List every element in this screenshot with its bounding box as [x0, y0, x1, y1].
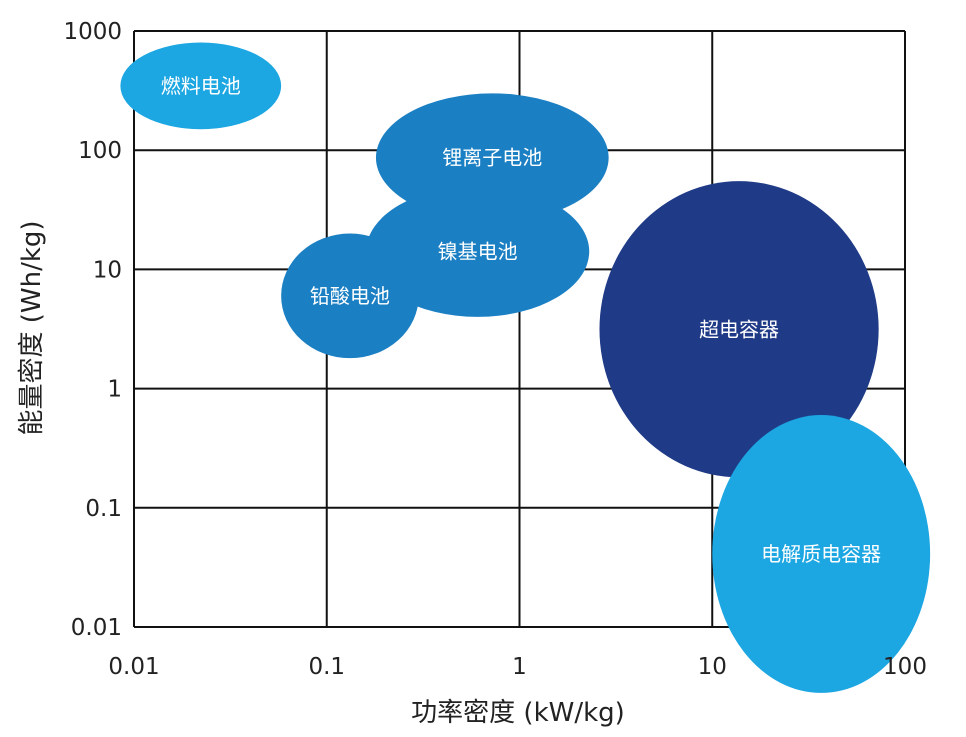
- region-label: 铅酸电池: [310, 284, 390, 308]
- y-tick-label: 100: [78, 138, 122, 164]
- x-tick-label: 1: [512, 654, 527, 680]
- y-tick-label: 0.1: [85, 496, 122, 522]
- x-tick-label: 0.1: [308, 654, 345, 680]
- x-tick-label: 100: [883, 654, 927, 680]
- x-tick-label: 10: [698, 654, 727, 680]
- region-label: 锂离子电池: [442, 146, 542, 170]
- region-ellipse: [366, 186, 590, 317]
- region-ellipse: [375, 93, 609, 222]
- region-label: 镍基电池: [438, 239, 518, 263]
- region-label: 电解质电容器: [761, 542, 881, 566]
- x-axis-title: 功率密度 (kW/kg): [411, 698, 625, 728]
- region-label: 超电容器: [699, 317, 779, 341]
- region-ellipse: [599, 181, 879, 478]
- y-tick-label: 1000: [63, 19, 122, 45]
- region-ellipse: [712, 415, 931, 693]
- y-tick-label: 10: [93, 257, 122, 283]
- x-tick-label: 0.01: [108, 654, 159, 680]
- region-label: 燃料电池: [161, 74, 241, 98]
- y-tick-label: 1: [107, 377, 122, 403]
- tick-labels: 0.01 0.1 1 10 100 0.01 0.1 1 10 100 1000: [63, 19, 927, 680]
- region-ellipse: [281, 233, 419, 359]
- y-tick-label: 0.01: [71, 615, 122, 641]
- region-ellipse: [120, 42, 282, 130]
- y-axis-title: 能量密度 (Wh/kg): [17, 220, 47, 435]
